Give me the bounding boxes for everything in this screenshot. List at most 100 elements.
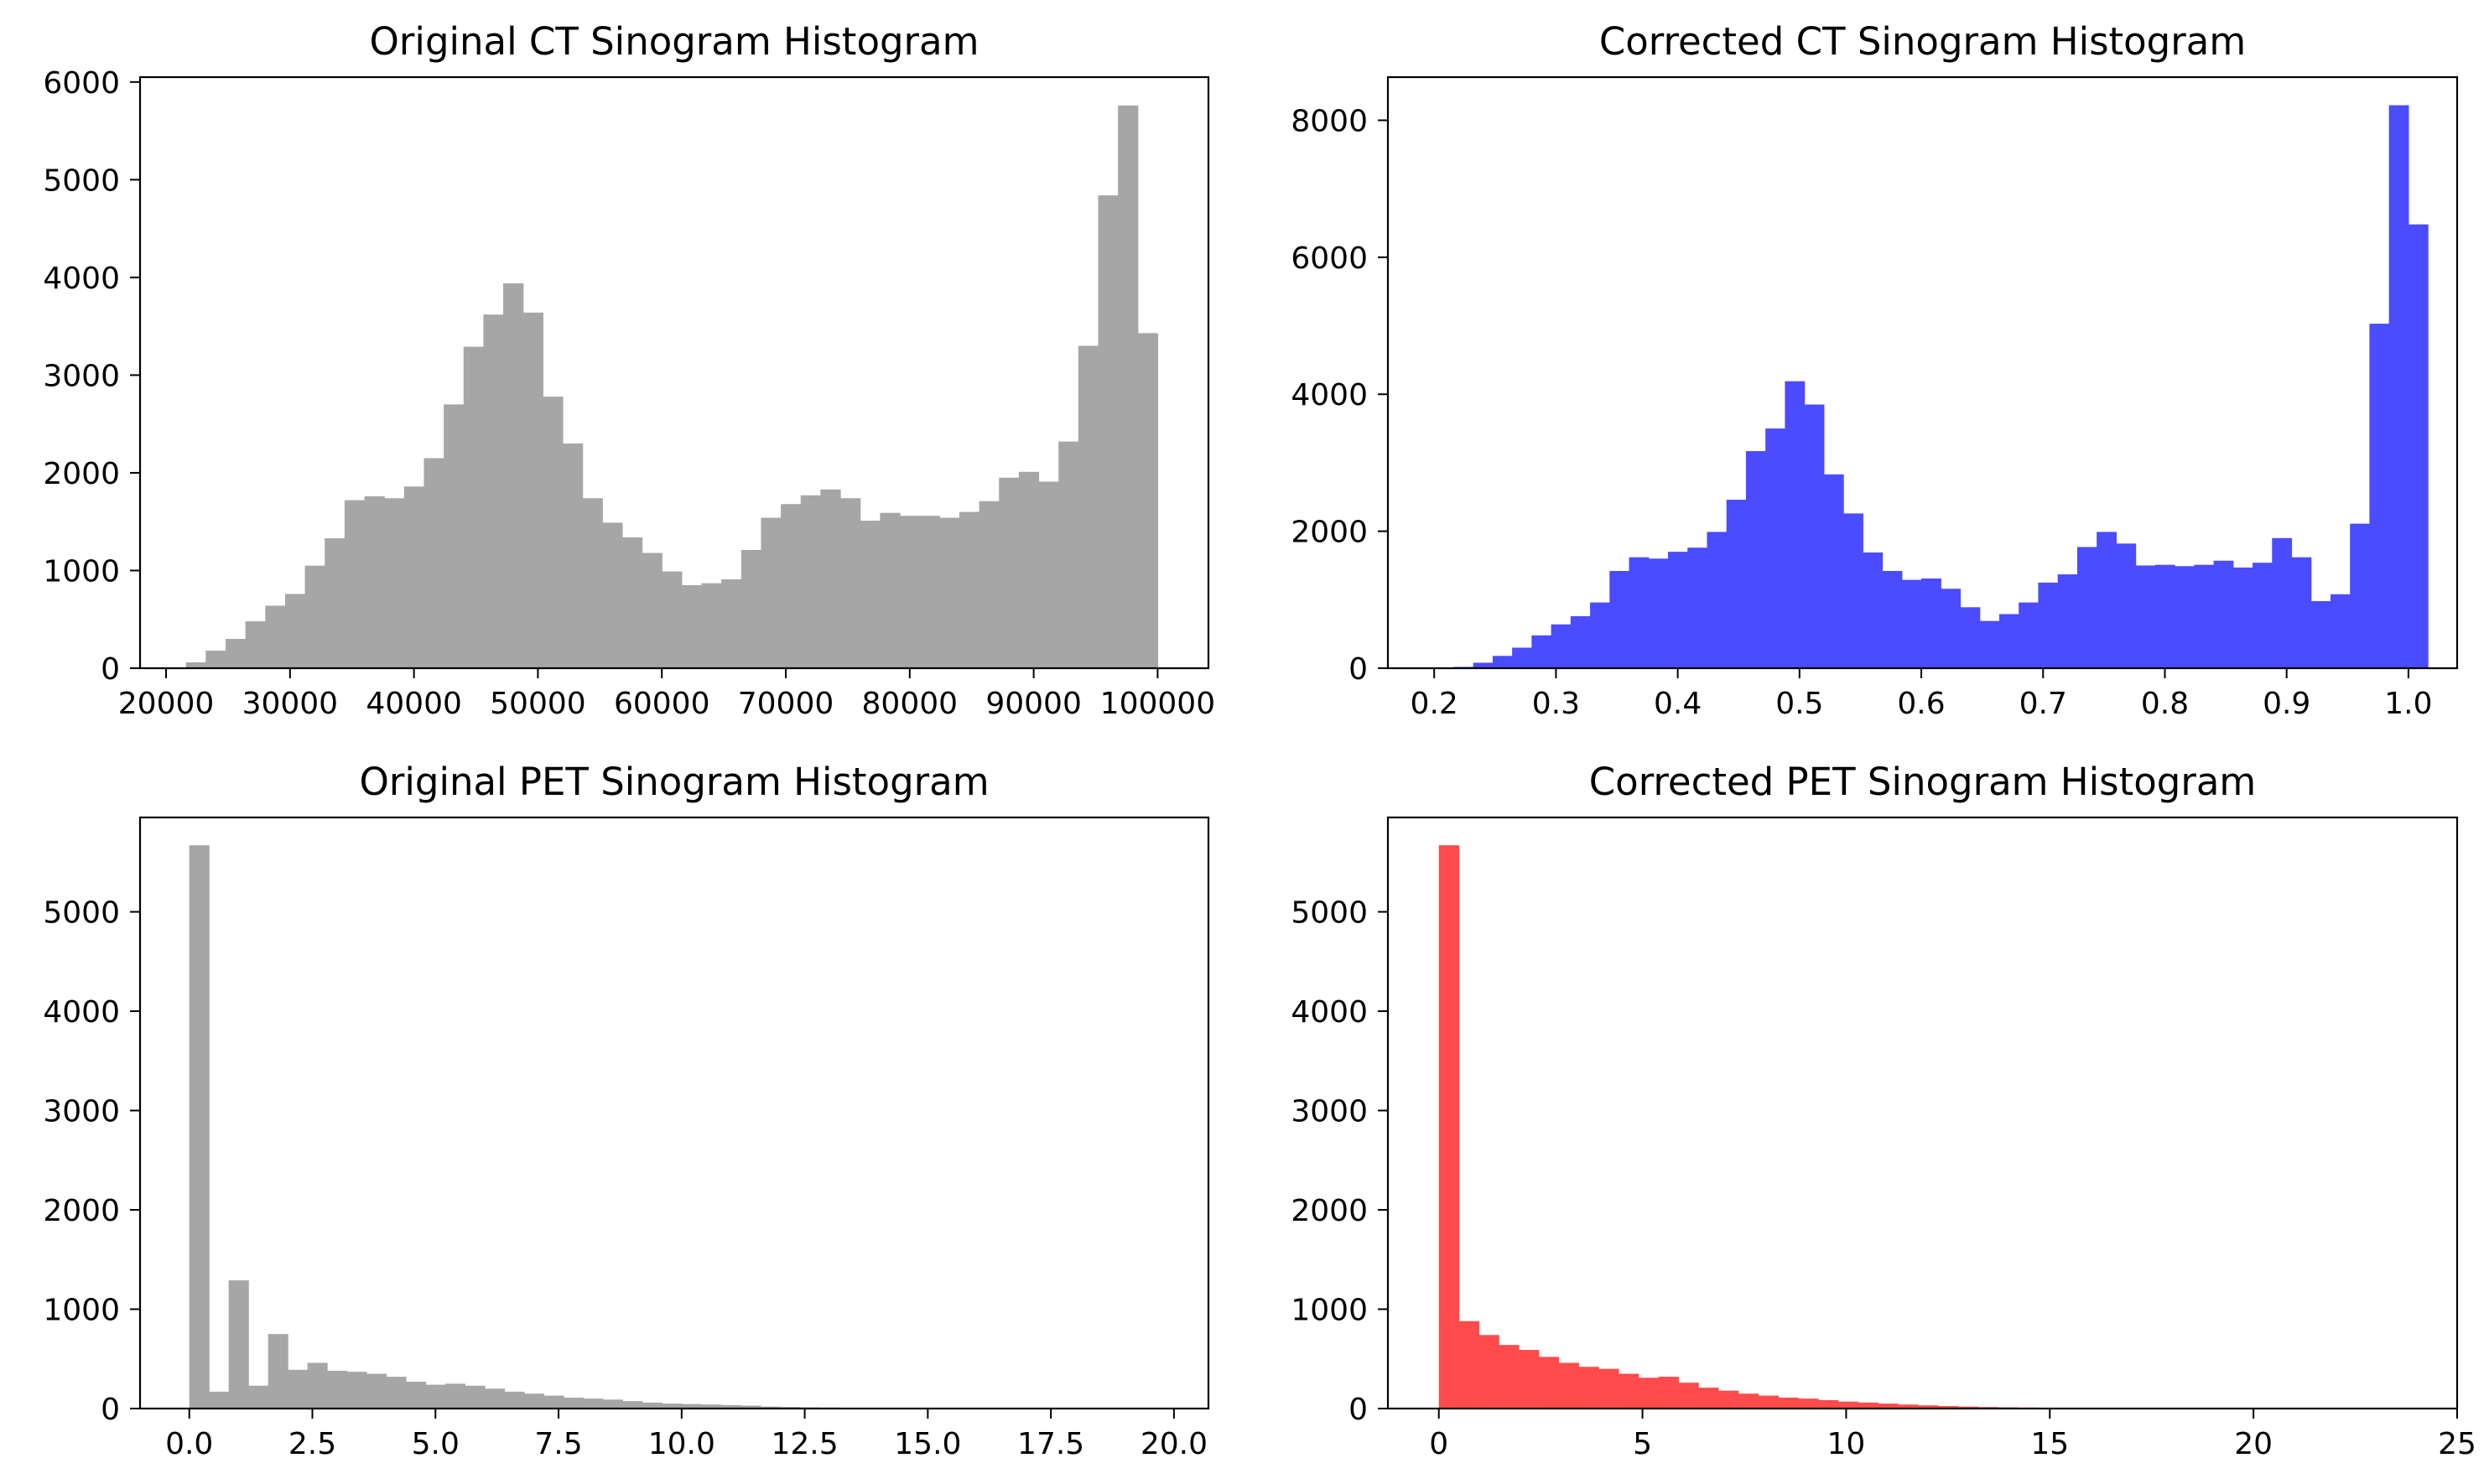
histogram-bar: [959, 511, 980, 668]
x-tick-label: 100000: [1100, 687, 1215, 721]
histogram-bar: [1687, 547, 1708, 668]
histogram-bar: [919, 516, 940, 668]
histogram-bar: [504, 1391, 525, 1409]
histogram-bar: [205, 651, 226, 668]
histogram-bar: [2369, 324, 2390, 668]
y-tick-label: 0: [1348, 1393, 1368, 1427]
histogram-bar: [1898, 1404, 1919, 1409]
histogram-bar: [1957, 1406, 1978, 1409]
histogram-bar: [325, 538, 346, 668]
histogram-bar: [1578, 1367, 1599, 1409]
histogram-bar: [2097, 532, 2117, 668]
histogram-bar: [1538, 1357, 1560, 1409]
x-tick-label: 0.2: [1411, 687, 1458, 721]
histogram-bar: [2272, 537, 2293, 668]
x-tick-label: 0.8: [2141, 687, 2189, 721]
histogram-bar: [444, 404, 465, 668]
histogram-bar: [2076, 547, 2097, 668]
panel-original-ct: 20000 30000 40000 50000 60000 70000 80000 90000…: [43, 19, 1215, 721]
y-tick-label: 5000: [43, 896, 120, 931]
histogram-bar: [1979, 620, 2000, 668]
histogram-bar: [1512, 647, 1532, 668]
histogram-bar: [2213, 560, 2234, 668]
histogram-bar: [860, 521, 881, 668]
x-tick-label: 25: [2438, 1427, 2476, 1461]
histogram-bar: [563, 1397, 584, 1409]
histogram-bar: [1098, 195, 1119, 668]
histogram-bar: [939, 517, 960, 668]
histogram-bar: [681, 1404, 702, 1409]
histogram-bar: [2038, 582, 2059, 668]
histogram-bar: [1998, 614, 2019, 668]
y-tick-label: 6000: [43, 66, 120, 101]
histogram-bar: [1638, 1378, 1660, 1409]
y-tick-label: 4000: [1291, 995, 1368, 1030]
histogram-bar: [899, 516, 921, 668]
histogram-bar: [1738, 1393, 1759, 1409]
histogram-bar: [2175, 566, 2195, 668]
chart-title: Original CT Sinogram Histogram: [370, 19, 979, 64]
y-tick-label: 2000: [43, 1194, 120, 1228]
histogram-bar: [761, 517, 782, 668]
histogram-bar: [366, 1373, 387, 1409]
histogram-bar: [602, 1399, 623, 1409]
y-tick-label: 5000: [43, 163, 120, 198]
histogram-bar: [503, 283, 524, 668]
x-tick-label: 0.9: [2263, 687, 2310, 721]
histogram-bar: [344, 500, 366, 668]
histogram-bar: [622, 1401, 643, 1409]
histogram-bar: [662, 571, 683, 668]
histogram-bar: [1058, 441, 1079, 668]
histogram-bar: [1438, 845, 1460, 1409]
histogram-bar: [543, 1395, 564, 1409]
histogram-bar: [740, 550, 762, 668]
histogram-bar: [327, 1370, 348, 1409]
x-tick-label: 15: [2030, 1427, 2069, 1461]
histogram-bar: [1745, 451, 1766, 668]
histogram-bar: [225, 639, 247, 668]
chart-title: Original PET Sinogram Histogram: [359, 760, 989, 804]
axes-frame: [138, 816, 1210, 1410]
histogram-bar: [1798, 1398, 1819, 1409]
x-tick-label: 60000: [614, 687, 710, 721]
histogram-bar: [2057, 574, 2078, 668]
x-tick-label: 80000: [862, 687, 959, 721]
histogram-bar: [245, 621, 266, 668]
histogram-bar: [465, 1385, 486, 1409]
histogram-bar: [1758, 1395, 1779, 1409]
histogram-bar: [2019, 602, 2040, 668]
histogram-bar: [1668, 552, 1688, 668]
histogram-bar: [265, 605, 286, 668]
histogram-bar: [1473, 662, 1494, 668]
y-tick-label: 3000: [43, 359, 120, 393]
x-tick-label: 0.5: [1775, 687, 1823, 721]
histogram-bar: [445, 1383, 466, 1409]
histogram-bar: [268, 1334, 288, 1409]
histogram-bar: [1901, 579, 1922, 668]
histogram-bar: [1458, 1321, 1479, 1409]
histogram-bar: [288, 1369, 309, 1409]
histogram-bar: [1778, 1397, 1799, 1409]
histogram-bar: [979, 501, 1000, 668]
axes-frame: [138, 75, 1210, 670]
x-tick-label: 50000: [490, 687, 586, 721]
x-tick-label: 10: [1827, 1427, 1866, 1461]
histogram-bar: [1937, 1406, 1959, 1409]
histogram-bar: [185, 662, 206, 668]
y-tick-label: 2000: [1291, 1194, 1368, 1228]
histogram-bar: [523, 1393, 545, 1409]
histogram-bar: [1531, 635, 1552, 668]
histogram-bar: [642, 1402, 663, 1409]
y-tick-label: 1000: [43, 554, 120, 589]
x-tick-label: 70000: [738, 687, 834, 721]
x-tick-label: 20000: [118, 687, 215, 721]
x-tick-label: 20.0: [1141, 1427, 1208, 1461]
histogram-bar: [1858, 1402, 1878, 1409]
histogram-bar: [602, 522, 623, 668]
histogram-bar: [2116, 543, 2137, 668]
panel-corrected-pet: 0 5 10 15 20 25 0 1000 2000 3000 4000 5000 Corrected…: [1291, 760, 2476, 1461]
histogram-bar: [1960, 607, 1981, 668]
y-tick-label: 8000: [1291, 104, 1368, 138]
histogram-bar: [1018, 471, 1040, 668]
